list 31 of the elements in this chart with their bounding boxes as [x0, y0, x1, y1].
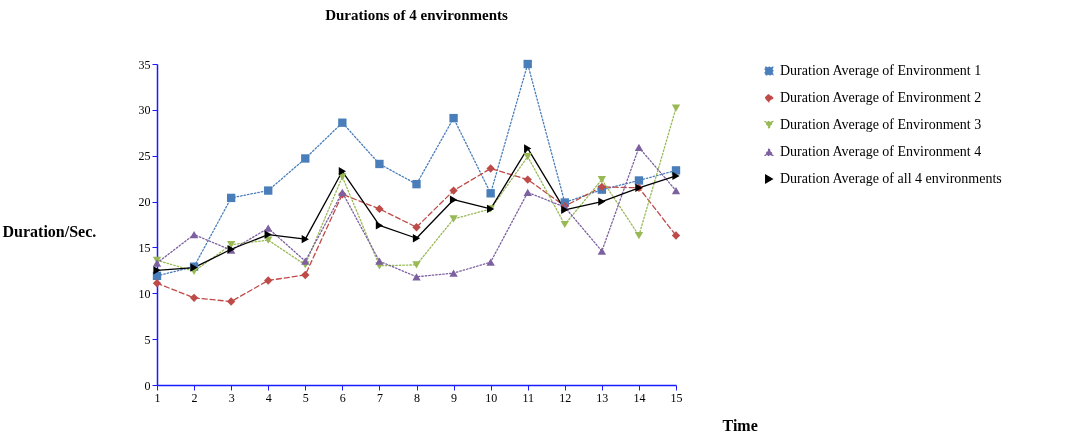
x-tick-label: 12 — [559, 390, 572, 405]
x-tick-label: 10 — [485, 390, 498, 405]
x-tick-label: 1 — [154, 390, 161, 405]
y-tick-label: 15 — [138, 240, 151, 255]
y-tick-label: 30 — [138, 103, 151, 118]
y-tick-label: 5 — [144, 332, 151, 347]
x-tick-label: 6 — [339, 390, 346, 405]
y-tick-label: 0 — [144, 378, 151, 393]
legend-label: Duration Average of Environment 1 — [780, 63, 982, 78]
x-tick-label: 4 — [265, 390, 272, 405]
x-tick-label: 2 — [191, 390, 198, 405]
chart-title: Durations of 4 environments — [325, 7, 508, 23]
y-tick-label: 35 — [138, 57, 151, 72]
x-tick-label: 3 — [228, 390, 235, 405]
legend-label: Duration Average of all 4 environments — [780, 171, 1002, 186]
x-axis-title: Time — [722, 416, 758, 434]
legend-label: Duration Average of Environment 2 — [780, 90, 982, 105]
y-tick-label: 10 — [138, 286, 151, 301]
x-tick-label: 7 — [376, 390, 383, 405]
x-tick-label: 15 — [670, 390, 683, 405]
legend-label: Duration Average of Environment 3 — [780, 117, 982, 132]
x-tick-label: 14 — [633, 390, 646, 405]
y-tick-label: 20 — [138, 195, 151, 210]
y-tick-label: 25 — [138, 149, 151, 164]
x-tick-label: 8 — [414, 390, 420, 405]
x-tick-label: 13 — [596, 390, 609, 405]
x-tick-label: 11 — [522, 390, 534, 405]
x-tick-label: 9 — [451, 390, 458, 405]
x-tick-label: 5 — [302, 390, 309, 405]
legend-label: Duration Average of Environment 4 — [780, 144, 982, 159]
y-axis-title: Duration/Sec. — [2, 222, 97, 240]
